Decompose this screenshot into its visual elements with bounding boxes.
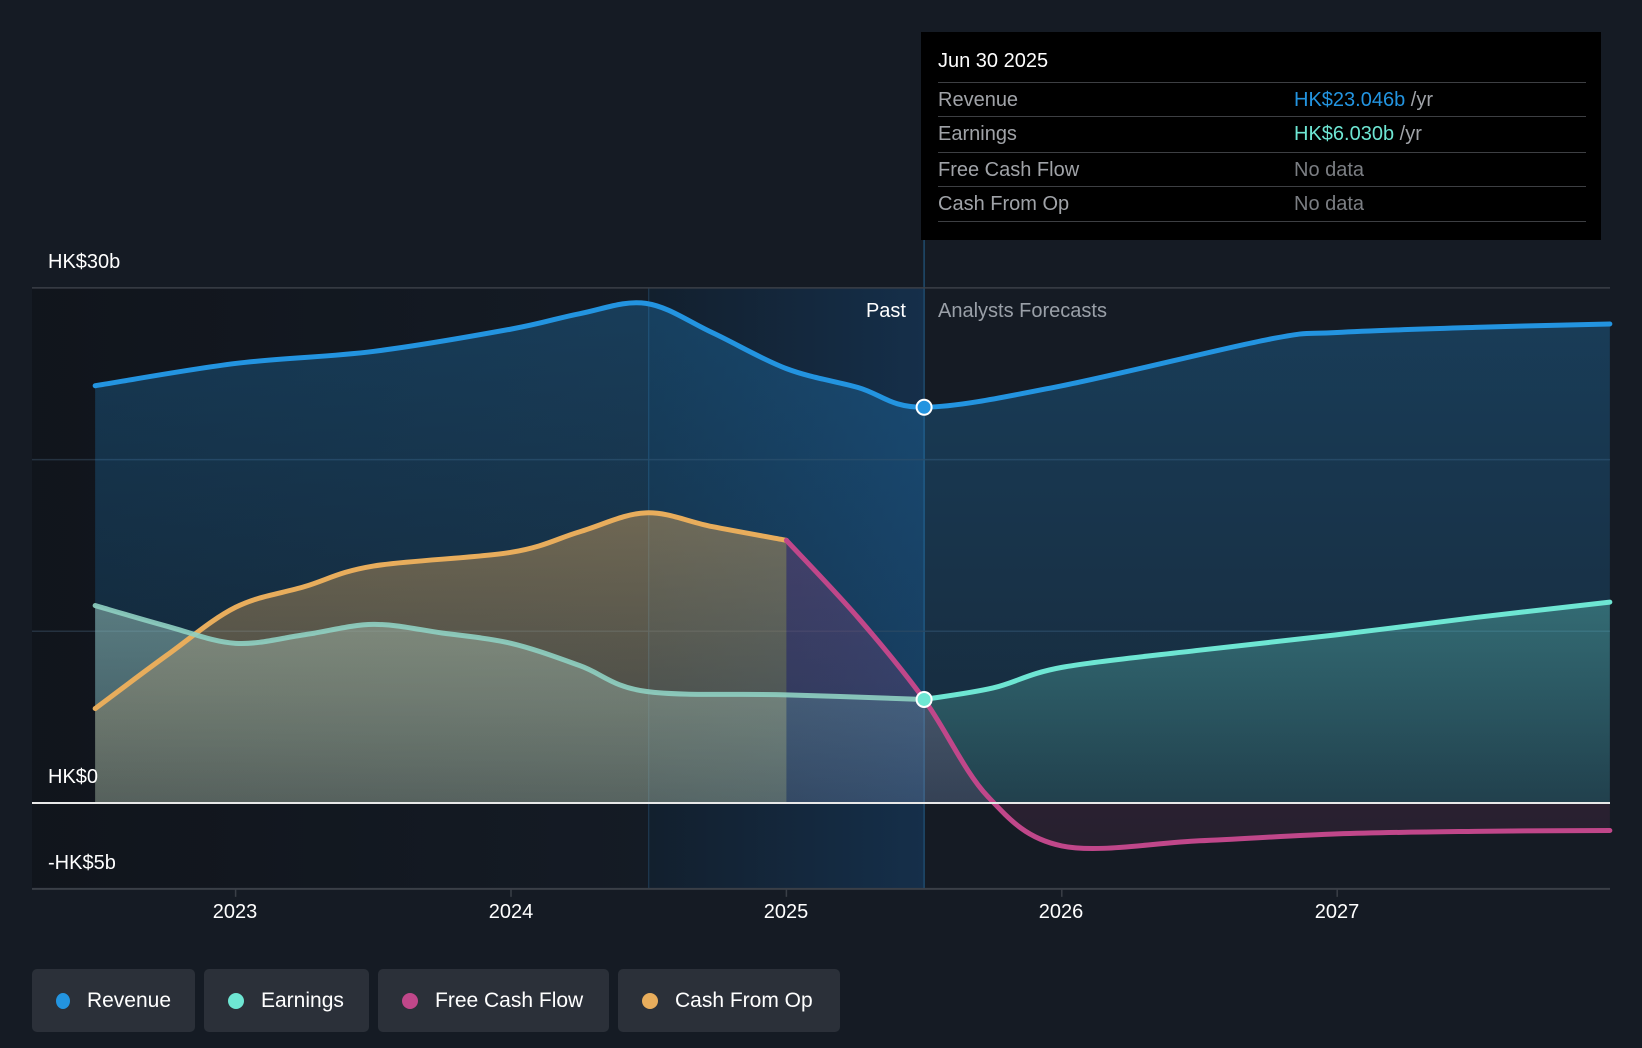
earnings-highlight-point bbox=[915, 690, 933, 708]
tooltip-value: HK$23.046b /yr bbox=[1294, 89, 1433, 112]
earnings-dot-icon bbox=[228, 992, 244, 1009]
tooltip-label: Free Cash Flow bbox=[938, 159, 1080, 181]
free-cash-flow-area bbox=[786, 540, 1610, 849]
earnings-past-overlay bbox=[95, 605, 787, 803]
earnings-line-past bbox=[92, 603, 927, 702]
cash-from-op-dot-icon bbox=[642, 992, 658, 1009]
x-tick-label-2023: 2023 bbox=[212, 901, 258, 923]
tooltip-date: Jun 30 2025 bbox=[938, 50, 1049, 72]
legend-item-revenue[interactable]: Revenue bbox=[32, 969, 195, 1032]
free-cash-flow-line bbox=[783, 537, 1613, 852]
tooltip-row-earnings: Earnings HK$6.030b /yr bbox=[938, 116, 1586, 151]
revenue-line bbox=[92, 300, 1613, 410]
tooltip-row-free-cash-flow: Free Cash Flow No data bbox=[938, 152, 1586, 187]
legend-label: Revenue bbox=[86, 988, 171, 1012]
legend: Revenue Earnings Free Cash Flow Cash Fro… bbox=[32, 969, 840, 1032]
tooltip-value-amount: HK$6.030b bbox=[1294, 123, 1395, 145]
tooltip-label: Revenue bbox=[938, 89, 1019, 111]
tooltip-row-revenue: Revenue HK$23.046b /yr bbox=[938, 82, 1586, 117]
y-tick-label-30b: HK$30b bbox=[48, 251, 121, 273]
legend-item-earnings[interactable]: Earnings bbox=[204, 969, 369, 1032]
tooltip-label: Earnings bbox=[938, 123, 1017, 145]
tooltip-value: No data bbox=[1294, 159, 1365, 181]
forecast-label: Analysts Forecasts bbox=[938, 300, 1107, 322]
tooltip-row-cash-from-op: Cash From Op No data bbox=[938, 186, 1586, 222]
free-cash-flow-dot-icon bbox=[402, 992, 418, 1009]
tooltip-label: Cash From Op bbox=[938, 193, 1070, 215]
tooltip: Jun 30 2025 Revenue HK$23.046b /yr Earni… bbox=[921, 32, 1601, 240]
legend-item-free-cash-flow[interactable]: Free Cash Flow bbox=[378, 969, 609, 1032]
legend-label: Earnings bbox=[261, 988, 344, 1012]
revenue-highlight-point bbox=[915, 398, 933, 416]
x-tick-label-2026: 2026 bbox=[1038, 901, 1084, 923]
y-tick-label-0: HK$0 bbox=[48, 766, 99, 788]
tooltip-value-unit: /yr bbox=[1399, 123, 1422, 145]
revenue-dot-icon bbox=[56, 992, 70, 1009]
x-tick-label-2025: 2025 bbox=[763, 901, 809, 923]
tooltip-value: HK$6.030b /yr bbox=[1294, 123, 1422, 146]
x-tick-label-2027: 2027 bbox=[1314, 901, 1360, 923]
legend-item-cash-from-op[interactable]: Cash From Op bbox=[618, 969, 840, 1032]
tooltip-value-amount: HK$23.046b bbox=[1294, 89, 1406, 111]
tooltip-value: No data bbox=[1294, 193, 1365, 215]
earnings-line-forecast bbox=[921, 599, 1613, 702]
tooltip-value-unit: /yr bbox=[1410, 89, 1433, 111]
legend-label: Free Cash Flow bbox=[435, 988, 584, 1012]
past-label: Past bbox=[865, 300, 906, 322]
legend-label: Cash From Op bbox=[675, 988, 813, 1012]
x-tick-label-2024: 2024 bbox=[488, 901, 534, 923]
y-tick-label-neg5b: -HK$5b bbox=[48, 852, 116, 874]
